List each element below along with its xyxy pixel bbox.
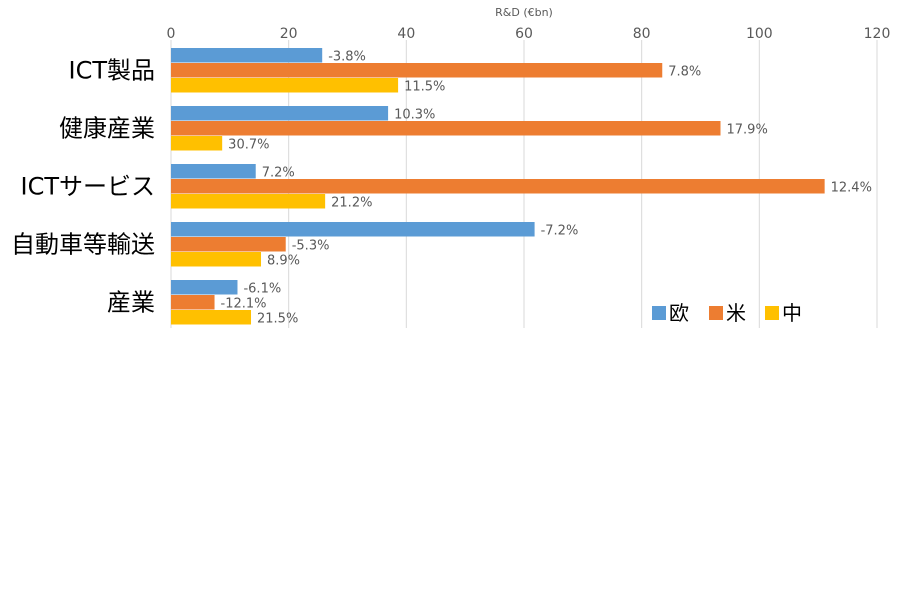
- data-label: -6.1%: [243, 282, 281, 297]
- x-axis-ticks: 0 20 40 60 80 100 120: [167, 26, 891, 42]
- bar-中: [171, 252, 262, 267]
- data-label: 7.2%: [262, 166, 295, 181]
- legend: 欧米中: [652, 301, 802, 325]
- bar-米: [171, 179, 825, 194]
- data-label: -5.3%: [292, 239, 330, 254]
- data-label: 21.2%: [331, 196, 372, 211]
- bar-米: [171, 121, 721, 136]
- legend-label: 欧: [669, 301, 689, 325]
- bar-中: [171, 194, 326, 209]
- x-tick-label: 80: [633, 26, 651, 42]
- bar-中: [171, 78, 399, 93]
- data-label: 12.4%: [831, 181, 872, 196]
- data-label: -12.1%: [221, 297, 267, 312]
- data-label: 30.7%: [228, 138, 269, 153]
- bar-中: [171, 310, 252, 325]
- category-label: 産業: [107, 288, 155, 316]
- legend-swatch: [652, 306, 666, 320]
- x-tick-label: 100: [746, 26, 773, 42]
- x-tick-label: 60: [515, 26, 533, 42]
- bar-欧: [171, 106, 389, 121]
- legend-swatch: [709, 306, 723, 320]
- bar-米: [171, 63, 663, 78]
- legend-swatch: [765, 306, 779, 320]
- category-label: 健康産業: [59, 114, 155, 142]
- data-label: 17.9%: [727, 123, 768, 138]
- bar-中: [171, 136, 223, 151]
- category-label: 自動車等輸送: [11, 230, 155, 258]
- x-tick-label: 20: [280, 26, 298, 42]
- data-label: -3.8%: [328, 50, 366, 65]
- x-axis-title: R&D (€bn): [495, 6, 553, 19]
- bar-欧: [171, 164, 256, 179]
- bar-米: [171, 237, 286, 252]
- legend-label: 中: [782, 301, 802, 325]
- x-tick-label: 120: [864, 26, 891, 42]
- bar-欧: [171, 280, 238, 295]
- data-label: 10.3%: [394, 108, 435, 123]
- bars: [171, 48, 825, 325]
- data-label: -7.2%: [541, 224, 579, 239]
- data-label: 11.5%: [404, 80, 445, 95]
- x-tick-label: 0: [167, 26, 176, 42]
- data-label: 21.5%: [257, 312, 298, 327]
- bar-欧: [171, 48, 323, 63]
- bar-米: [171, 295, 215, 310]
- data-label: 8.9%: [267, 254, 300, 269]
- legend-label: 米: [726, 301, 746, 325]
- data-label: 7.8%: [668, 65, 701, 80]
- category-label: ICTサービス: [21, 172, 156, 200]
- category-label: ICT製品: [69, 56, 156, 84]
- bar-欧: [171, 222, 535, 237]
- data-labels: -3.8% 7.8% 11.5% 10.3% 17.9% 30.7% 7.2% 12.4% 21…: [221, 50, 872, 327]
- x-tick-label: 40: [397, 26, 415, 42]
